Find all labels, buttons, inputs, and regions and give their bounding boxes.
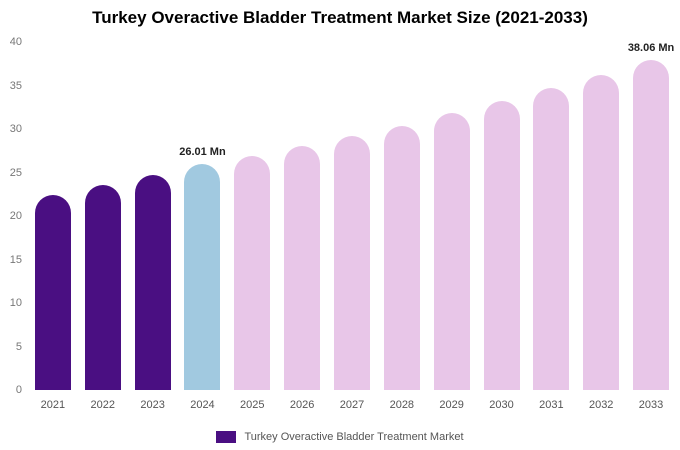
x-axis-label: 2033 bbox=[638, 399, 664, 411]
bar-column: 2030 bbox=[477, 42, 527, 411]
bar-column: 2029 bbox=[427, 42, 477, 411]
bar-2021 bbox=[34, 195, 71, 390]
y-axis: 0 5 10 15 20 25 30 35 40 bbox=[0, 36, 24, 396]
bar-2032 bbox=[583, 75, 620, 390]
x-axis-label: 2024 bbox=[190, 399, 215, 411]
y-axis-tick-label: 40 bbox=[9, 36, 22, 48]
bar-column: 2028 bbox=[377, 42, 427, 411]
bar-2023 bbox=[134, 175, 171, 390]
legend: Turkey Overactive Bladder Treatment Mark… bbox=[0, 431, 680, 443]
bar-2022 bbox=[84, 184, 121, 390]
bar-column: 2025 bbox=[227, 42, 277, 411]
bar-column: 2032 bbox=[576, 42, 626, 411]
y-axis-tick-label: 20 bbox=[9, 210, 22, 222]
bar-2029 bbox=[433, 113, 470, 390]
bar-column: 2026 bbox=[277, 42, 327, 411]
x-axis-label: 2023 bbox=[140, 399, 165, 411]
bar-column: 38.06 Mn 2033 bbox=[626, 42, 676, 411]
x-axis-label: 2025 bbox=[240, 399, 265, 411]
legend-swatch bbox=[216, 431, 237, 443]
bar-2030 bbox=[483, 101, 520, 390]
x-axis-label: 2022 bbox=[90, 399, 115, 411]
bar-column: 2027 bbox=[327, 42, 377, 411]
bar-2025 bbox=[234, 155, 271, 390]
chart-title: Turkey Overactive Bladder Treatment Mark… bbox=[92, 8, 588, 27]
bar-value-label: 26.01 Mn bbox=[179, 145, 226, 158]
x-axis-label: 2021 bbox=[40, 399, 66, 411]
x-axis-label: 2031 bbox=[539, 399, 564, 411]
y-axis-tick-label: 15 bbox=[9, 253, 22, 266]
bar-2031 bbox=[533, 88, 570, 390]
bar-column: 2023 bbox=[128, 42, 178, 411]
y-axis-tick-label: 35 bbox=[9, 79, 22, 92]
y-axis-tick-label: 25 bbox=[9, 166, 22, 179]
bar-2027 bbox=[333, 135, 370, 390]
bar-column: 2022 bbox=[78, 42, 128, 411]
y-axis-tick-label: 30 bbox=[9, 123, 22, 135]
plot-area: 2021 2022 2023 26.01 Mn 2024 2025 2026 2027 2028… bbox=[28, 42, 676, 411]
bar-2028 bbox=[383, 125, 420, 390]
x-axis-label: 2027 bbox=[339, 399, 365, 411]
x-axis-label: 2028 bbox=[389, 399, 415, 411]
bar-value-label: 38.06 Mn bbox=[627, 42, 675, 54]
bar-2033 bbox=[633, 60, 670, 390]
bar-2026 bbox=[284, 146, 321, 390]
y-axis-tick-label: 10 bbox=[9, 297, 22, 309]
bar-column: 2031 bbox=[526, 42, 576, 411]
x-axis-label: 2032 bbox=[588, 399, 614, 411]
y-axis-tick-label: 5 bbox=[15, 340, 22, 353]
legend-label: Turkey Overactive Bladder Treatment Mark… bbox=[244, 431, 464, 443]
x-axis-label: 2029 bbox=[439, 399, 464, 411]
bar-column: 26.01 Mn 2024 bbox=[178, 42, 228, 411]
y-axis-tick-label: 0 bbox=[15, 384, 22, 396]
bar-column: 2021 bbox=[28, 42, 78, 411]
bar-2024 bbox=[184, 163, 221, 390]
x-axis-label: 2030 bbox=[489, 399, 514, 411]
x-axis-label: 2026 bbox=[289, 399, 315, 411]
